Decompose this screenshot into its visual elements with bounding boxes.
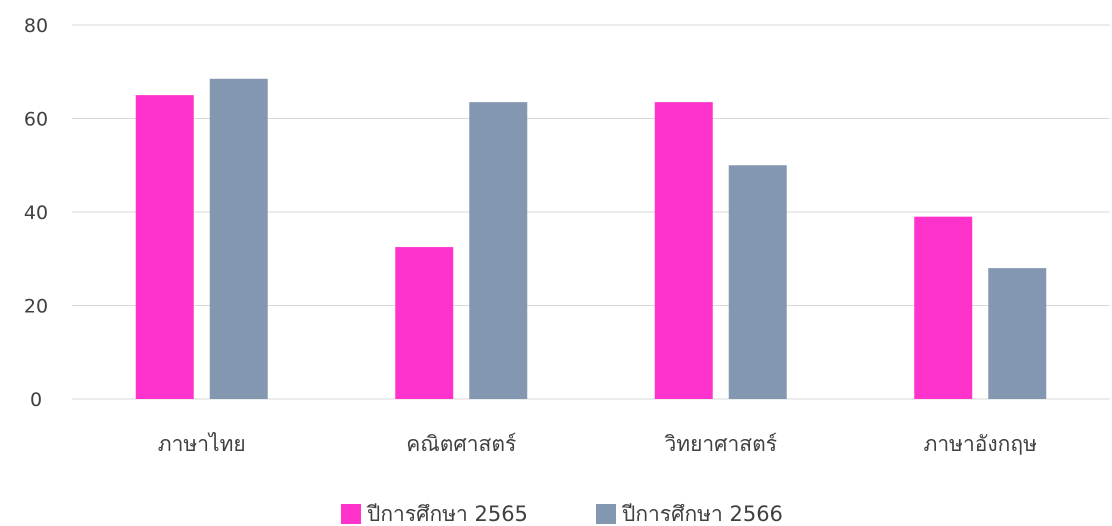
bar-2-2 <box>469 102 528 399</box>
legend-label: ปีการศึกษา 2565 <box>366 502 528 526</box>
legend-swatch <box>596 504 616 524</box>
y-tick-label: 0 <box>30 389 42 411</box>
bar-2-1 <box>209 78 268 399</box>
legend-label: ปีการศึกษา 2566 <box>621 502 783 526</box>
x-axis-labels: ภาษาไทย คณิตศาสตร์ วิทยาศาสตร์ ภาษาอังกฤษ <box>158 432 1037 456</box>
y-tick-label: 40 <box>24 202 48 224</box>
bar-1-2 <box>395 247 454 399</box>
legend-swatch <box>341 504 361 524</box>
y-tick-label: 20 <box>24 296 48 318</box>
bar-2-4 <box>988 268 1047 399</box>
bar-1-3 <box>654 102 713 399</box>
category-label: ภาษาไทย <box>158 432 246 456</box>
bar-1-4 <box>914 216 973 399</box>
y-tick-label: 60 <box>24 109 48 131</box>
category-label: วิทยาศาสตร์ <box>664 432 777 456</box>
bar-1-1 <box>135 95 194 399</box>
y-tick-label: 80 <box>24 15 48 37</box>
bars <box>135 78 1047 399</box>
y-axis-ticks: 0 20 40 60 80 <box>24 15 48 411</box>
legend: ปีการศึกษา 2565 ปีการศึกษา 2566 <box>341 502 783 526</box>
category-label: คณิตศาสตร์ <box>406 432 516 456</box>
bar-2-3 <box>728 165 787 399</box>
category-label: ภาษาอังกฤษ <box>924 432 1037 456</box>
